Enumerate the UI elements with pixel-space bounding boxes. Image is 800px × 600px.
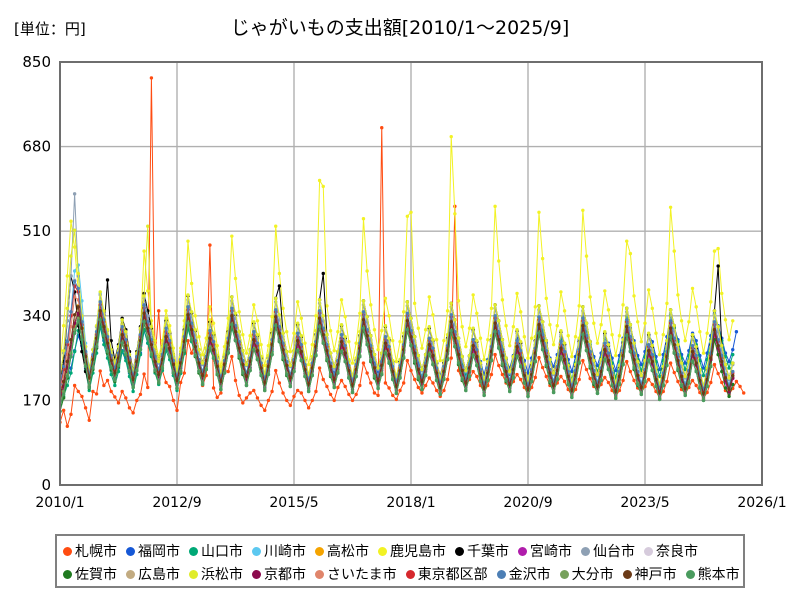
legend-item-奈良市[interactable]: 奈良市	[644, 545, 698, 559]
legend-marker-icon	[315, 570, 324, 579]
legend-item-福岡市[interactable]: 福岡市	[126, 545, 180, 559]
legend-item-label: 札幌市	[75, 543, 117, 560]
legend-item-label: 熊本市	[697, 566, 740, 583]
legend-item-大分市[interactable]: 大分市	[559, 566, 614, 583]
legend-item-label: 大分市	[571, 566, 614, 583]
series-熊本市	[60, 318, 713, 409]
y-tick-label: 680	[22, 138, 51, 156]
legend-marker-icon	[378, 547, 387, 556]
legend-item-label: 鹿児島市	[390, 543, 446, 560]
legend-item-label: 川崎市	[264, 543, 306, 560]
legend-item-label: 仙台市	[593, 543, 635, 560]
legend-item-高松市[interactable]: 高松市	[315, 545, 369, 559]
x-tick-label: 2023/5	[620, 495, 669, 511]
legend-row-1: 札幌市 福岡市 山口市 川崎市 高松市 鹿児島市 千葉市 宮崎市 仙台市 奈良市	[63, 540, 737, 563]
legend-item-札幌市[interactable]: 札幌市	[63, 545, 117, 559]
y-axis-ticks: 0 170 340 510 680 850	[22, 53, 51, 494]
plot-frame	[59, 61, 763, 486]
legend-item-神戸市[interactable]: 神戸市	[622, 566, 677, 583]
legend-marker-icon	[189, 570, 198, 579]
legend-item-label: 山口市	[201, 543, 243, 560]
legend-item-広島市[interactable]: 広島市	[126, 568, 180, 582]
legend-item-千葉市[interactable]: 千葉市	[455, 545, 509, 559]
legend-item-金沢市[interactable]: 金沢市	[496, 566, 551, 583]
legend-item-label: 奈良市	[656, 543, 698, 560]
legend-item-label: 金沢市	[508, 566, 551, 583]
legend-item-label: 広島市	[138, 566, 180, 583]
chart-legend: 札幌市 福岡市 山口市 川崎市 高松市 鹿児島市 千葉市 宮崎市 仙台市 奈良市 佐賀市 広島市 浜松…	[55, 534, 745, 588]
legend-item-label: 神戸市	[634, 566, 677, 583]
y-tick-label: 340	[22, 307, 51, 325]
legend-item-label: 佐賀市	[75, 566, 117, 583]
legend-item-東京都区部[interactable]: 東京都区部	[405, 566, 488, 583]
y-tick-label: 850	[22, 53, 51, 71]
legend-marker-icon	[126, 547, 135, 556]
legend-marker-icon	[63, 547, 72, 556]
legend-item-label: 東京都区部	[417, 566, 488, 583]
legend-item-さいたま市[interactable]: さいたま市	[315, 568, 397, 582]
legend-item-label: 福岡市	[138, 543, 180, 560]
legend-marker-icon	[622, 570, 632, 579]
legend-item-鹿児島市[interactable]: 鹿児島市	[378, 545, 446, 559]
y-tick-label: 0	[41, 476, 51, 494]
legend-marker-icon	[685, 570, 695, 579]
legend-item-label: 千葉市	[467, 543, 509, 560]
legend-item-熊本市[interactable]: 熊本市	[685, 566, 740, 583]
x-tick-label: 2026/1	[737, 495, 786, 511]
unit-label: [単位：円]	[14, 20, 86, 38]
legend-marker-icon	[126, 570, 135, 579]
x-tick-label: 2015/5	[269, 495, 318, 511]
legend-item-佐賀市[interactable]: 佐賀市	[63, 568, 117, 582]
legend-marker-icon	[252, 547, 261, 556]
legend-item-label: 高松市	[327, 543, 369, 560]
series-group	[60, 76, 746, 428]
legend-marker-icon	[63, 570, 72, 579]
legend-marker-icon	[455, 547, 464, 556]
legend-item-川崎市[interactable]: 川崎市	[252, 545, 306, 559]
legend-item-label: 浜松市	[201, 566, 243, 583]
x-tick-label: 2018/1	[386, 495, 435, 511]
legend-marker-icon	[644, 547, 653, 556]
legend-marker-icon	[315, 547, 324, 556]
legend-item-山口市[interactable]: 山口市	[189, 545, 243, 559]
legend-item-京都市[interactable]: 京都市	[252, 568, 306, 582]
legend-marker-icon	[581, 547, 590, 556]
x-axis-ticks: 2010/1 2012/9 2015/5 2018/1 2020/9 2023/5 2026…	[35, 495, 786, 511]
y-tick-label: 510	[22, 222, 51, 240]
legend-item-宮崎市[interactable]: 宮崎市	[518, 545, 572, 559]
legend-marker-icon	[518, 547, 527, 556]
legend-marker-icon	[405, 570, 415, 579]
x-tick-label: 2010/1	[35, 495, 84, 511]
x-tick-label: 2012/9	[152, 495, 201, 511]
legend-row-2: 佐賀市 広島市 浜松市 京都市 さいたま市 東京都区部 金沢市 大分市 神戸市 熊本市	[63, 563, 740, 586]
legend-marker-icon	[189, 547, 198, 556]
legend-item-label: 宮崎市	[530, 543, 572, 560]
y-tick-label: 170	[22, 391, 51, 409]
legend-marker-icon	[496, 570, 506, 579]
legend-marker-icon	[252, 570, 261, 579]
legend-item-浜松市[interactable]: 浜松市	[189, 568, 243, 582]
legend-item-label: 京都市	[264, 566, 306, 583]
chart-title: じゃがいもの支出額[2010/1〜2025/9]	[230, 17, 570, 39]
gridlines	[60, 62, 762, 485]
legend-marker-icon	[559, 570, 569, 579]
series-浜松市	[60, 224, 735, 388]
legend-item-label: さいたま市	[327, 566, 397, 583]
legend-item-仙台市[interactable]: 仙台市	[581, 545, 635, 559]
x-tick-label: 2020/9	[503, 495, 552, 511]
